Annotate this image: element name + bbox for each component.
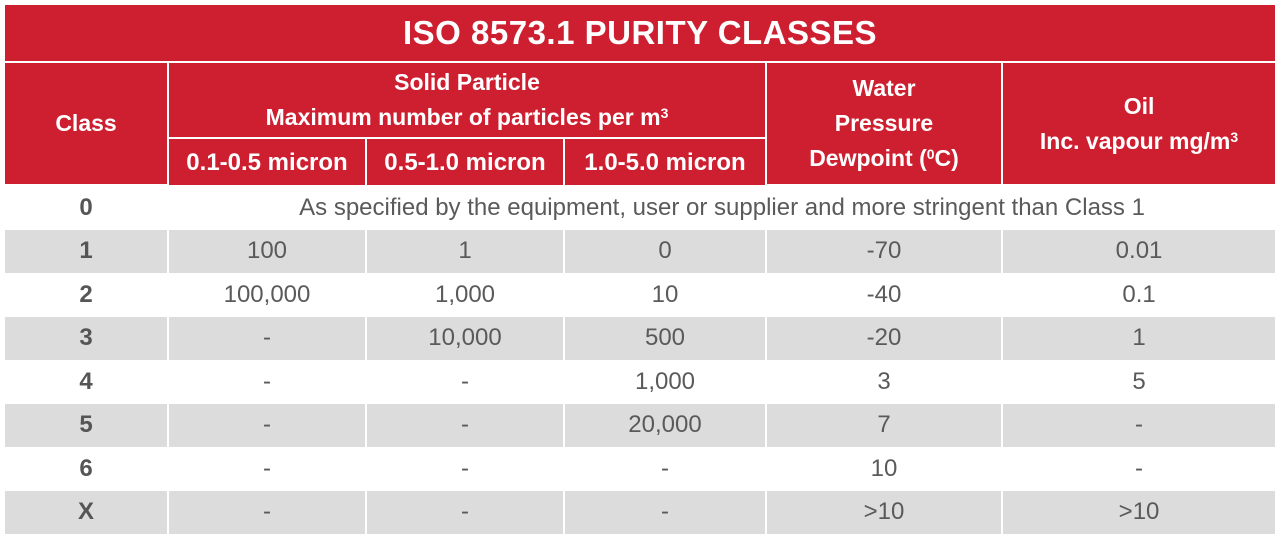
particle-0-1-0-5-cell: - bbox=[167, 403, 367, 447]
header-class: Class bbox=[5, 62, 169, 186]
header-solid-particle: Solid Particle Maximum number of particl… bbox=[167, 62, 767, 139]
header-water-line3b: C) bbox=[934, 145, 959, 171]
class-cell: 0 bbox=[5, 185, 169, 230]
purity-table-container: ISO 8573.1 PURITY CLASSES Class Solid Pa… bbox=[5, 5, 1276, 536]
header-oil-line1: Oil bbox=[1123, 92, 1155, 119]
particle-0-5-1-0-cell: 1,000 bbox=[365, 273, 565, 317]
particle-0-1-0-5-cell: 100 bbox=[167, 229, 367, 273]
particle-1-0-5-0-cell: 20,000 bbox=[563, 403, 767, 447]
particle-1-0-5-0-cell: - bbox=[563, 447, 767, 491]
oil-cell: 1 bbox=[1000, 316, 1276, 360]
water-dewpoint-cell: 3 bbox=[765, 360, 1003, 404]
table-title: ISO 8573.1 PURITY CLASSES bbox=[5, 5, 1276, 63]
header-oil-superscript: 3 bbox=[1230, 128, 1239, 145]
table-row: 0 As specified by the equipment, user or… bbox=[5, 185, 1276, 230]
header-water-line2: Pressure bbox=[834, 110, 934, 136]
class-cell: 3 bbox=[5, 316, 169, 360]
particle-0-5-1-0-cell: - bbox=[365, 360, 565, 404]
class-cell: 5 bbox=[5, 403, 169, 447]
particle-1-0-5-0-cell: 0 bbox=[563, 229, 767, 273]
class-cell: X bbox=[5, 490, 169, 534]
particle-0-1-0-5-cell: 100,000 bbox=[167, 273, 367, 317]
purity-classes-table: ISO 8573.1 PURITY CLASSES Class Solid Pa… bbox=[5, 5, 1276, 534]
table-row: X - - - >10 >10 bbox=[5, 490, 1276, 534]
particle-0-5-1-0-cell: 1 bbox=[365, 229, 565, 273]
table-row: 3 - 10,000 500 -20 1 bbox=[5, 316, 1276, 360]
particle-1-0-5-0-cell: 10 bbox=[563, 273, 767, 317]
header-oil: Oil Inc. vapour mg/m3 bbox=[1000, 62, 1276, 186]
header-water-superscript: 0 bbox=[926, 146, 935, 162]
class-0-description: As specified by the equipment, user or s… bbox=[166, 185, 1276, 230]
table-body: 0 As specified by the equipment, user or… bbox=[5, 185, 1276, 534]
particle-0-1-0-5-cell: - bbox=[167, 360, 367, 404]
water-dewpoint-cell: -20 bbox=[765, 316, 1003, 360]
particle-0-1-0-5-cell: - bbox=[167, 447, 367, 491]
table-row: 6 - - - 10 - bbox=[5, 447, 1276, 491]
oil-cell: - bbox=[1000, 447, 1276, 491]
header-water-line3a: Dewpoint ( bbox=[809, 145, 927, 171]
table-row: 1 100 1 0 -70 0.01 bbox=[5, 229, 1276, 273]
water-dewpoint-cell: 10 bbox=[765, 447, 1003, 491]
oil-cell: 0.01 bbox=[1000, 229, 1276, 273]
header-sub-0-1-0-5: 0.1-0.5 micron bbox=[167, 138, 367, 185]
header-solid-superscript: 3 bbox=[660, 105, 669, 121]
table-header: Class Solid Particle Maximum number of p… bbox=[5, 62, 1276, 186]
oil-cell: 0.1 bbox=[1000, 273, 1276, 317]
class-cell: 1 bbox=[5, 229, 169, 273]
header-water: Water Pressure Dewpoint (0C) bbox=[765, 62, 1003, 186]
water-dewpoint-cell: 7 bbox=[765, 403, 1003, 447]
header-solid-line2: Maximum number of particles per m bbox=[265, 104, 661, 130]
particle-1-0-5-0-cell: - bbox=[563, 490, 767, 534]
header-water-line1: Water bbox=[852, 75, 916, 101]
class-cell: 4 bbox=[5, 360, 169, 404]
water-dewpoint-cell: >10 bbox=[765, 490, 1003, 534]
particle-0-5-1-0-cell: 10,000 bbox=[365, 316, 565, 360]
water-dewpoint-cell: -40 bbox=[765, 273, 1003, 317]
particle-0-1-0-5-cell: - bbox=[167, 490, 367, 534]
header-sub-0-5-1-0: 0.5-1.0 micron bbox=[365, 138, 565, 185]
header-sub-1-0-5-0: 1.0-5.0 micron bbox=[563, 138, 767, 185]
particle-1-0-5-0-cell: 1,000 bbox=[563, 360, 767, 404]
header-solid-line1: Solid Particle bbox=[394, 69, 540, 95]
particle-0-1-0-5-cell: - bbox=[167, 316, 367, 360]
particle-0-5-1-0-cell: - bbox=[365, 490, 565, 534]
table-row: 2 100,000 1,000 10 -40 0.1 bbox=[5, 273, 1276, 317]
particle-1-0-5-0-cell: 500 bbox=[563, 316, 767, 360]
oil-cell: 5 bbox=[1000, 360, 1276, 404]
oil-cell: - bbox=[1000, 403, 1276, 447]
particle-0-5-1-0-cell: - bbox=[365, 403, 565, 447]
class-cell: 2 bbox=[5, 273, 169, 317]
table-row: 5 - - 20,000 7 - bbox=[5, 403, 1276, 447]
header-oil-line2: Inc. vapour mg/m bbox=[1039, 127, 1231, 154]
particle-0-5-1-0-cell: - bbox=[365, 447, 565, 491]
water-dewpoint-cell: -70 bbox=[765, 229, 1003, 273]
class-cell: 6 bbox=[5, 447, 169, 491]
oil-cell: >10 bbox=[1000, 490, 1276, 534]
table-row: 4 - - 1,000 3 5 bbox=[5, 360, 1276, 404]
